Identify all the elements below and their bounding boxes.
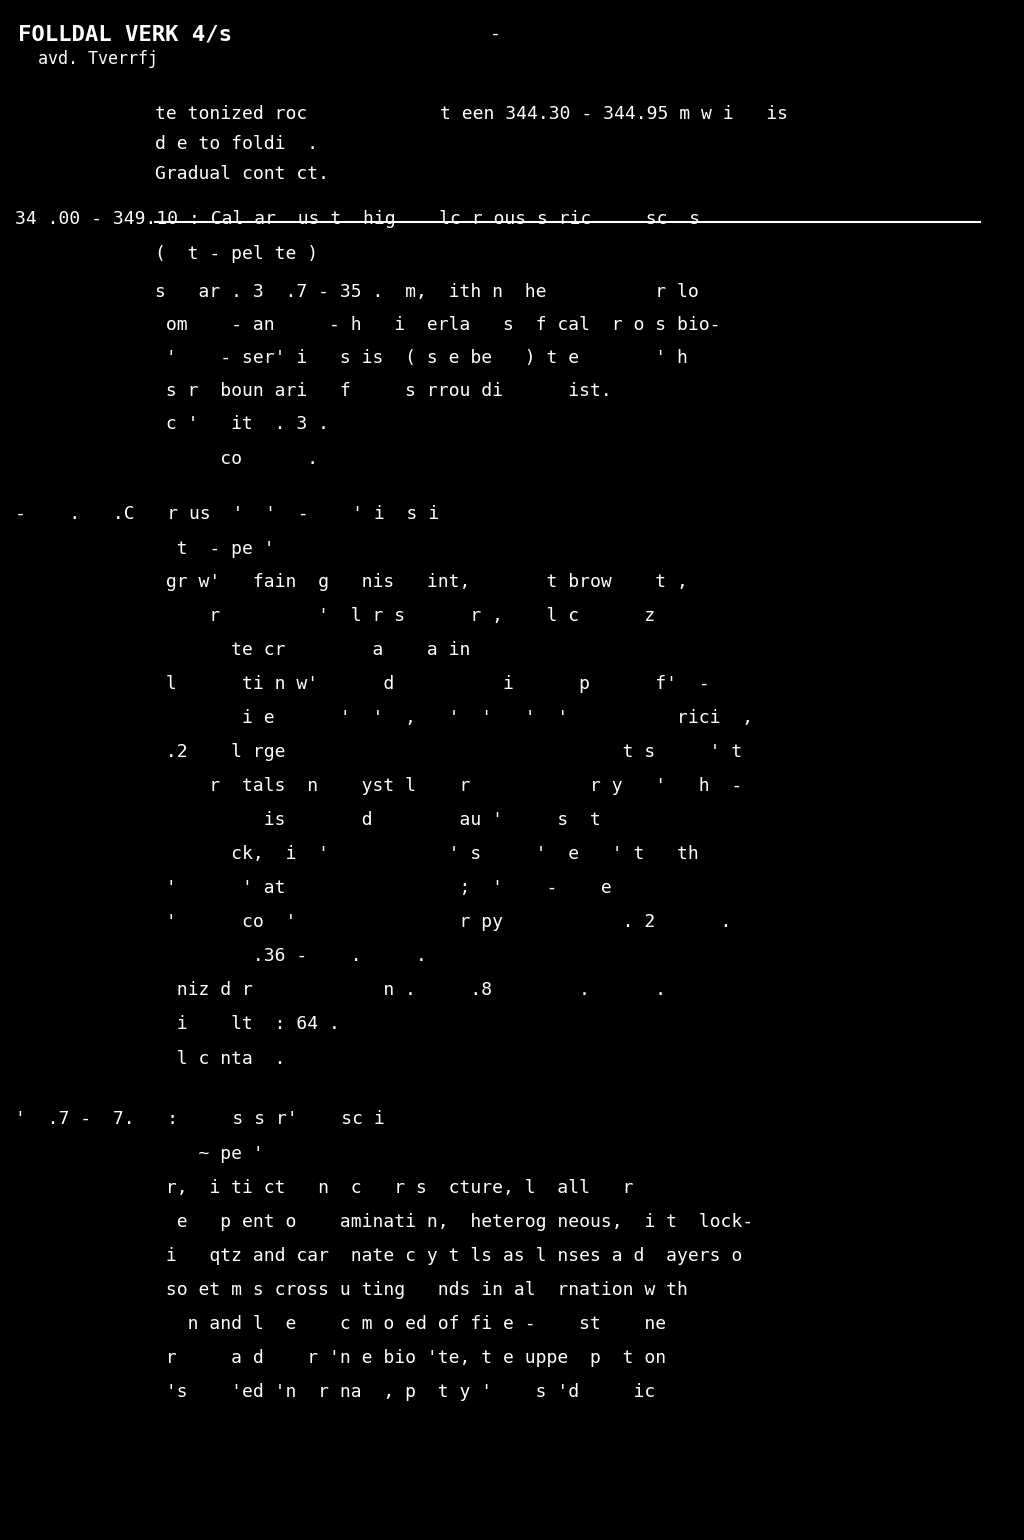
Text: l      ti n w'      d          i      p      f'  -: l ti n w' d i p f' - (155, 675, 710, 693)
Text: is       d        au '     s  t: is d au ' s t (155, 812, 601, 829)
Text: '      co  '               r py           . 2      .: ' co ' r py . 2 . (155, 913, 731, 932)
Text: ck,  i  '           ' s     '  e   ' t   th: ck, i ' ' s ' e ' t th (155, 845, 698, 862)
Text: i e      '  '  ,   '  '   '  '          rici  ,: i e ' ' , ' ' ' ' rici , (155, 708, 753, 727)
Text: n and l  e    c m o ed of fi e -    st    ne: n and l e c m o ed of fi e - st ne (155, 1315, 667, 1334)
Text: -    .   .C   r us  '  '  -    ' i  s i: - . .C r us ' ' - ' i s i (15, 505, 439, 524)
Text: '      ' at                ;  '    -    e: ' ' at ; ' - e (155, 879, 611, 896)
Text: '  .7 -  7.   :     s s r'    sc i: ' .7 - 7. : s s r' sc i (15, 1110, 385, 1127)
Text: co      .: co . (155, 450, 318, 468)
Text: t een 344.30 - 344.95 m w i   is: t een 344.30 - 344.95 m w i is (440, 105, 788, 123)
Text: niz d r            n .     .8        .      .: niz d r n . .8 . . (155, 981, 667, 999)
Text: e   p ent o    aminati n,  heterog neous,  i t  lock-: e p ent o aminati n, heterog neous, i t … (155, 1214, 753, 1230)
Text: t  - pe ': t - pe ' (155, 541, 274, 557)
Text: .36 -    .     .: .36 - . . (155, 947, 427, 966)
Text: s   ar . 3  .7 - 35 .  m,  ith n  he          r lo: s ar . 3 .7 - 35 . m, ith n he r lo (155, 283, 698, 300)
Text: te tonized roc: te tonized roc (155, 105, 307, 123)
Text: r,  i ti ct   n  c   r s  cture, l  all   r: r, i ti ct n c r s cture, l all r (155, 1180, 634, 1197)
Text: d e to foldi  .: d e to foldi . (155, 136, 318, 152)
Text: i    lt  : 64 .: i lt : 64 . (155, 1015, 340, 1033)
Text: l c nta  .: l c nta . (155, 1050, 286, 1069)
Text: te cr        a    a in: te cr a a in (155, 641, 470, 659)
Text: FOLLDAL VERK 4/s: FOLLDAL VERK 4/s (18, 25, 232, 45)
Text: c '   it  . 3 .: c ' it . 3 . (155, 414, 329, 433)
Text: avd. Tverrfj: avd. Tverrfj (38, 49, 158, 68)
Text: 's    'ed 'n  r na  , p  t y '    s 'd     ic: 's 'ed 'n r na , p t y ' s 'd ic (155, 1383, 655, 1401)
Text: ~ pe ': ~ pe ' (155, 1146, 264, 1163)
Text: i   qtz and car  nate c y t ls as l nses a d  ayers o: i qtz and car nate c y t ls as l nses a … (155, 1247, 742, 1264)
Text: 34 .00 - 349.10 : Cal ar  us t  hig    lc r ous s ric     sc  s: 34 .00 - 349.10 : Cal ar us t hig lc r o… (15, 209, 700, 228)
Text: '    - ser' i   s is  ( s e be   ) t e       ' h: ' - ser' i s is ( s e be ) t e ' h (155, 350, 688, 367)
Text: (  t - pel te ): ( t - pel te ) (155, 245, 318, 263)
Text: s r  boun ari   f     s rrou di      ist.: s r boun ari f s rrou di ist. (155, 382, 611, 400)
Text: om    - an     - h   i  erla   s  f cal  r o s bio-: om - an - h i erla s f cal r o s bio- (155, 316, 721, 334)
Text: -: - (490, 25, 501, 43)
Text: r         '  l r s      r ,    l c      z: r ' l r s r , l c z (155, 607, 655, 625)
Text: r  tals  n    yst l    r           r y   '   h  -: r tals n yst l r r y ' h - (155, 778, 742, 795)
Text: .2    l rge                               t s     ' t: .2 l rge t s ' t (155, 742, 742, 761)
Text: so et m s cross u ting   nds in al  rnation w th: so et m s cross u ting nds in al rnation… (155, 1281, 688, 1300)
Text: Gradual cont ct.: Gradual cont ct. (155, 165, 329, 183)
Text: gr w'   fain  g   nis   int,       t brow    t ,: gr w' fain g nis int, t brow t , (155, 573, 688, 591)
Text: r     a d    r 'n e bio 'te, t e uppe  p  t on: r a d r 'n e bio 'te, t e uppe p t on (155, 1349, 667, 1368)
